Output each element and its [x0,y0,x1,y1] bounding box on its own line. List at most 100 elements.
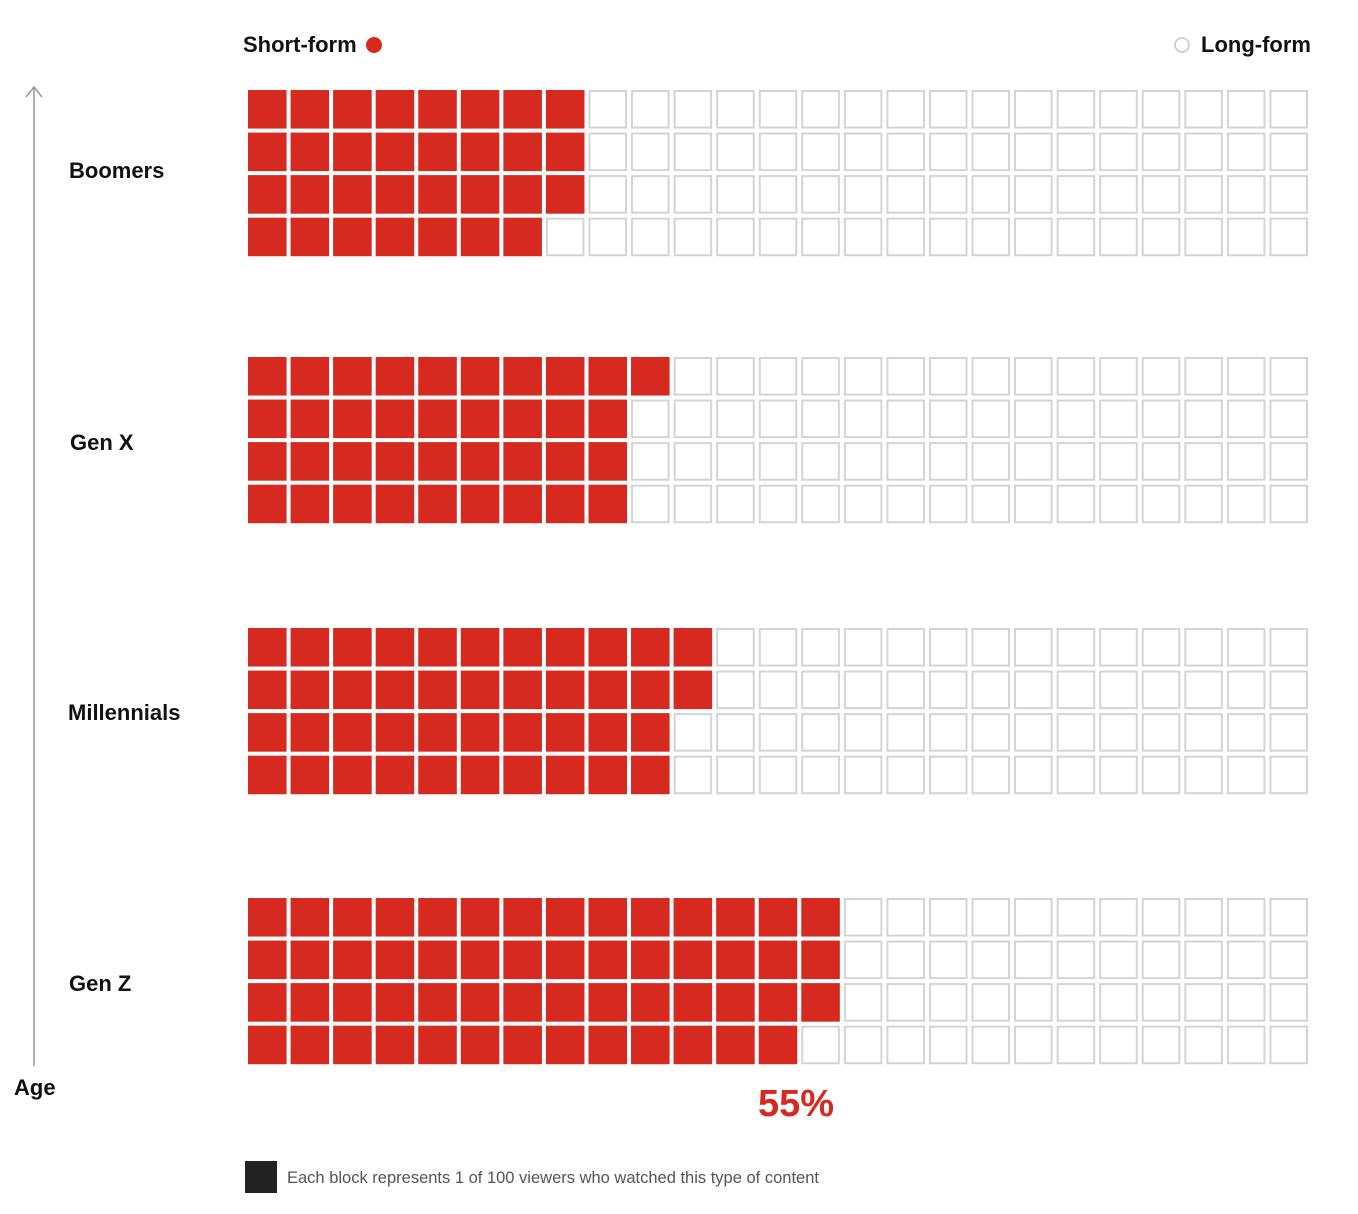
cell-long-form [758,357,798,396]
cell-long-form [801,484,840,524]
group-label-gen-x: Gen X [70,430,134,455]
cell-long-form [1099,940,1138,980]
cell-long-form [716,670,755,710]
cell-long-form [1184,132,1223,172]
cell-long-form [801,217,840,257]
cell-short-form [418,175,457,214]
cell-short-form [716,940,755,980]
cell-long-form [1184,670,1223,710]
cell-short-form [290,940,330,980]
cell-long-form [1014,442,1053,481]
cell-short-form [503,399,542,439]
cell-long-form [1099,357,1138,396]
cell-long-form [1056,442,1096,481]
cell-long-form [928,442,968,481]
cell-short-form [588,1025,628,1065]
cell-short-form [460,399,500,439]
cell-short-form [375,217,415,257]
cell-short-form [631,713,670,752]
cell-long-form [1014,132,1053,172]
cell-long-form [1014,399,1053,439]
cell-long-form [971,484,1011,524]
cell-short-form [716,1025,755,1065]
waffle-boomers [248,90,1308,257]
age-axis-label: Age [14,1075,56,1100]
cell-long-form [1099,132,1138,172]
cell-short-form [545,132,585,172]
cell-short-form [758,983,798,1022]
cell-long-form [886,484,925,524]
cell-long-form [631,399,670,439]
cell-long-form [843,399,883,439]
cell-short-form [375,983,415,1022]
cell-short-form [248,399,287,439]
cell-long-form [1184,983,1223,1022]
cell-short-form [716,898,755,937]
waffle-grids [248,90,1308,1065]
cell-long-form [1226,628,1266,667]
cell-long-form [1056,357,1096,396]
cell-short-form [631,357,670,396]
cell-short-form [631,628,670,667]
cell-short-form [716,983,755,1022]
cell-long-form [1141,670,1181,710]
cell-long-form [928,940,968,980]
cell-long-form [801,755,840,795]
cell-short-form [375,132,415,172]
cell-long-form [545,217,585,257]
cell-long-form [801,670,840,710]
cell-long-form [971,983,1011,1022]
cell-long-form [1141,175,1181,214]
cell-short-form [545,670,585,710]
cell-short-form [375,442,415,481]
cell-long-form [631,484,670,524]
cell-long-form [1226,484,1266,524]
cell-long-form [971,898,1011,937]
cell-long-form [886,940,925,980]
cell-long-form [1141,1025,1181,1065]
cell-long-form [1014,898,1053,937]
cell-long-form [1099,755,1138,795]
cell-short-form [503,90,542,129]
cell-long-form [1056,484,1096,524]
cell-long-form [928,983,968,1022]
cell-long-form [801,90,840,129]
cell-short-form [290,175,330,214]
cell-long-form [1184,217,1223,257]
cell-long-form [1269,217,1308,257]
cell-long-form [1014,1025,1053,1065]
cell-long-form [673,713,713,752]
cell-long-form [1014,940,1053,980]
cell-long-form [1099,175,1138,214]
cell-short-form [375,628,415,667]
cell-long-form [1014,484,1053,524]
cell-long-form [673,90,713,129]
cell-long-form [1099,484,1138,524]
cell-long-form [928,399,968,439]
cell-long-form [886,90,925,129]
cell-short-form [545,940,585,980]
cell-short-form [503,898,542,937]
cell-long-form [1141,357,1181,396]
cell-long-form [843,898,883,937]
cell-long-form [716,132,755,172]
cell-short-form [545,175,585,214]
cell-long-form [843,132,883,172]
cell-long-form [1184,1025,1223,1065]
cell-short-form [631,983,670,1022]
cell-short-form [418,628,457,667]
cell-long-form [1056,1025,1096,1065]
cell-short-form [631,1025,670,1065]
cell-short-form [290,898,330,937]
cell-long-form [971,755,1011,795]
footnote-swatch [245,1161,277,1193]
cell-long-form [1141,399,1181,439]
cell-long-form [758,90,798,129]
cell-long-form [1184,755,1223,795]
cell-short-form [503,132,542,172]
cell-short-form [248,940,287,980]
cell-long-form [1014,217,1053,257]
cell-short-form [673,628,713,667]
cell-short-form [545,898,585,937]
cell-long-form [1184,713,1223,752]
